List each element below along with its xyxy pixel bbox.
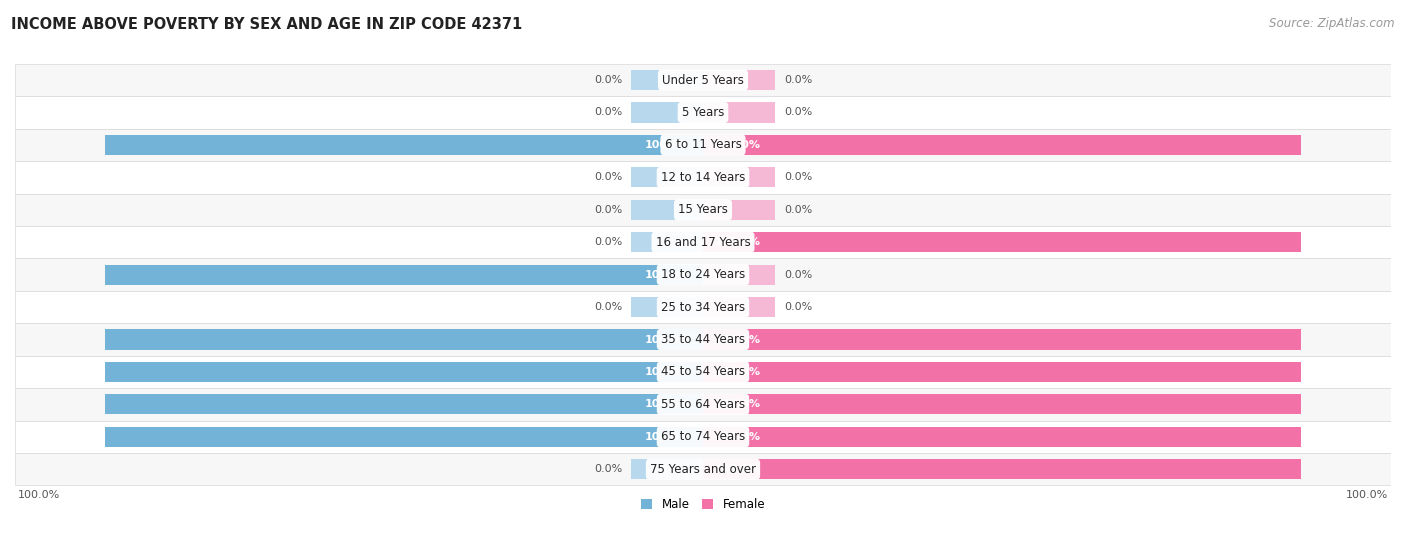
Bar [104, 135, 703, 155]
Bar [703, 395, 1302, 415]
Bar [631, 70, 703, 90]
Text: 55 to 64 Years: 55 to 64 Years [661, 398, 745, 411]
Bar [15, 421, 1391, 453]
Bar [104, 264, 703, 285]
Text: 100.0%: 100.0% [1346, 490, 1388, 500]
Bar [15, 453, 1391, 485]
Text: 100.0%: 100.0% [716, 334, 761, 344]
Text: 15 Years: 15 Years [678, 203, 728, 217]
Bar [15, 258, 1391, 291]
Text: 0.0%: 0.0% [593, 237, 623, 247]
Text: Source: ZipAtlas.com: Source: ZipAtlas.com [1270, 17, 1395, 30]
Text: 100.0%: 100.0% [716, 464, 761, 474]
Text: 100.0%: 100.0% [716, 400, 761, 410]
Text: 100.0%: 100.0% [645, 400, 690, 410]
Text: 0.0%: 0.0% [783, 172, 813, 182]
Bar [703, 427, 1302, 447]
Bar [15, 323, 1391, 356]
Text: 35 to 44 Years: 35 to 44 Years [661, 333, 745, 346]
Text: 0.0%: 0.0% [593, 464, 623, 474]
Text: 100.0%: 100.0% [716, 140, 761, 150]
Bar [703, 329, 1302, 349]
Bar [703, 232, 1302, 252]
Bar [631, 200, 703, 220]
Text: 0.0%: 0.0% [593, 205, 623, 215]
Text: 100.0%: 100.0% [645, 334, 690, 344]
Bar [15, 291, 1391, 323]
Bar [703, 459, 1302, 479]
Bar [703, 232, 1302, 252]
Bar [703, 135, 1302, 155]
Bar [104, 362, 703, 382]
Bar [104, 395, 703, 415]
Bar [15, 96, 1391, 129]
Bar [104, 427, 703, 447]
Text: 16 and 17 Years: 16 and 17 Years [655, 235, 751, 249]
Bar [631, 459, 703, 479]
Bar [703, 395, 1302, 415]
Text: 0.0%: 0.0% [593, 75, 623, 85]
Text: Under 5 Years: Under 5 Years [662, 74, 744, 86]
Bar [15, 129, 1391, 161]
Bar [703, 264, 775, 285]
Text: 0.0%: 0.0% [783, 75, 813, 85]
Bar [104, 427, 703, 447]
Text: 0.0%: 0.0% [783, 270, 813, 280]
Bar [703, 70, 775, 90]
Text: 0.0%: 0.0% [783, 302, 813, 312]
Text: 18 to 24 Years: 18 to 24 Years [661, 268, 745, 281]
Text: 25 to 34 Years: 25 to 34 Years [661, 301, 745, 314]
Text: 0.0%: 0.0% [783, 108, 813, 117]
Bar [631, 232, 703, 252]
Bar [15, 64, 1391, 96]
Text: 12 to 14 Years: 12 to 14 Years [661, 171, 745, 184]
Bar [15, 388, 1391, 421]
Bar [104, 395, 703, 415]
Bar [703, 329, 1302, 349]
Bar [104, 135, 703, 155]
Text: 100.0%: 100.0% [716, 432, 761, 442]
Text: 45 to 54 Years: 45 to 54 Years [661, 365, 745, 378]
Bar [631, 297, 703, 317]
Text: 100.0%: 100.0% [645, 367, 690, 377]
Text: 5 Years: 5 Years [682, 106, 724, 119]
Bar [703, 200, 775, 220]
Text: 65 to 74 Years: 65 to 74 Years [661, 430, 745, 444]
Bar [15, 356, 1391, 388]
Bar [703, 427, 1302, 447]
Text: INCOME ABOVE POVERTY BY SEX AND AGE IN ZIP CODE 42371: INCOME ABOVE POVERTY BY SEX AND AGE IN Z… [11, 17, 523, 32]
Bar [703, 135, 1302, 155]
Bar [15, 226, 1391, 258]
Bar [104, 329, 703, 349]
Bar [703, 362, 1302, 382]
Bar [631, 103, 703, 123]
Bar [703, 167, 775, 187]
Text: 6 to 11 Years: 6 to 11 Years [665, 138, 741, 151]
Bar [104, 264, 703, 285]
Bar [15, 161, 1391, 194]
Text: 0.0%: 0.0% [593, 302, 623, 312]
Bar [703, 103, 775, 123]
Text: 100.0%: 100.0% [645, 432, 690, 442]
Bar [104, 329, 703, 349]
Text: 100.0%: 100.0% [716, 367, 761, 377]
Text: 100.0%: 100.0% [645, 270, 690, 280]
Legend: Male, Female: Male, Female [636, 493, 770, 516]
Text: 75 Years and over: 75 Years and over [650, 463, 756, 476]
Text: 100.0%: 100.0% [18, 490, 60, 500]
Bar [703, 362, 1302, 382]
Text: 0.0%: 0.0% [593, 172, 623, 182]
Bar [703, 297, 775, 317]
Text: 0.0%: 0.0% [783, 205, 813, 215]
Text: 100.0%: 100.0% [716, 237, 761, 247]
Bar [15, 194, 1391, 226]
Bar [104, 362, 703, 382]
Text: 0.0%: 0.0% [593, 108, 623, 117]
Text: 100.0%: 100.0% [645, 140, 690, 150]
Bar [703, 459, 1302, 479]
Bar [631, 167, 703, 187]
